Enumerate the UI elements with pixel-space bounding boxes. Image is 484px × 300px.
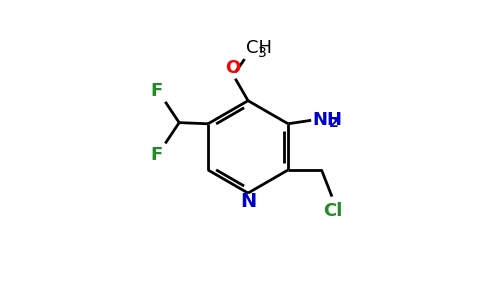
Text: Cl: Cl [323,202,343,220]
Text: 3: 3 [258,46,267,60]
Text: 2: 2 [329,116,338,130]
Text: CH: CH [246,39,272,57]
Text: F: F [151,82,163,100]
Text: N: N [240,192,256,212]
Text: NH: NH [312,111,342,129]
Text: O: O [225,59,240,77]
Text: F: F [151,146,163,164]
